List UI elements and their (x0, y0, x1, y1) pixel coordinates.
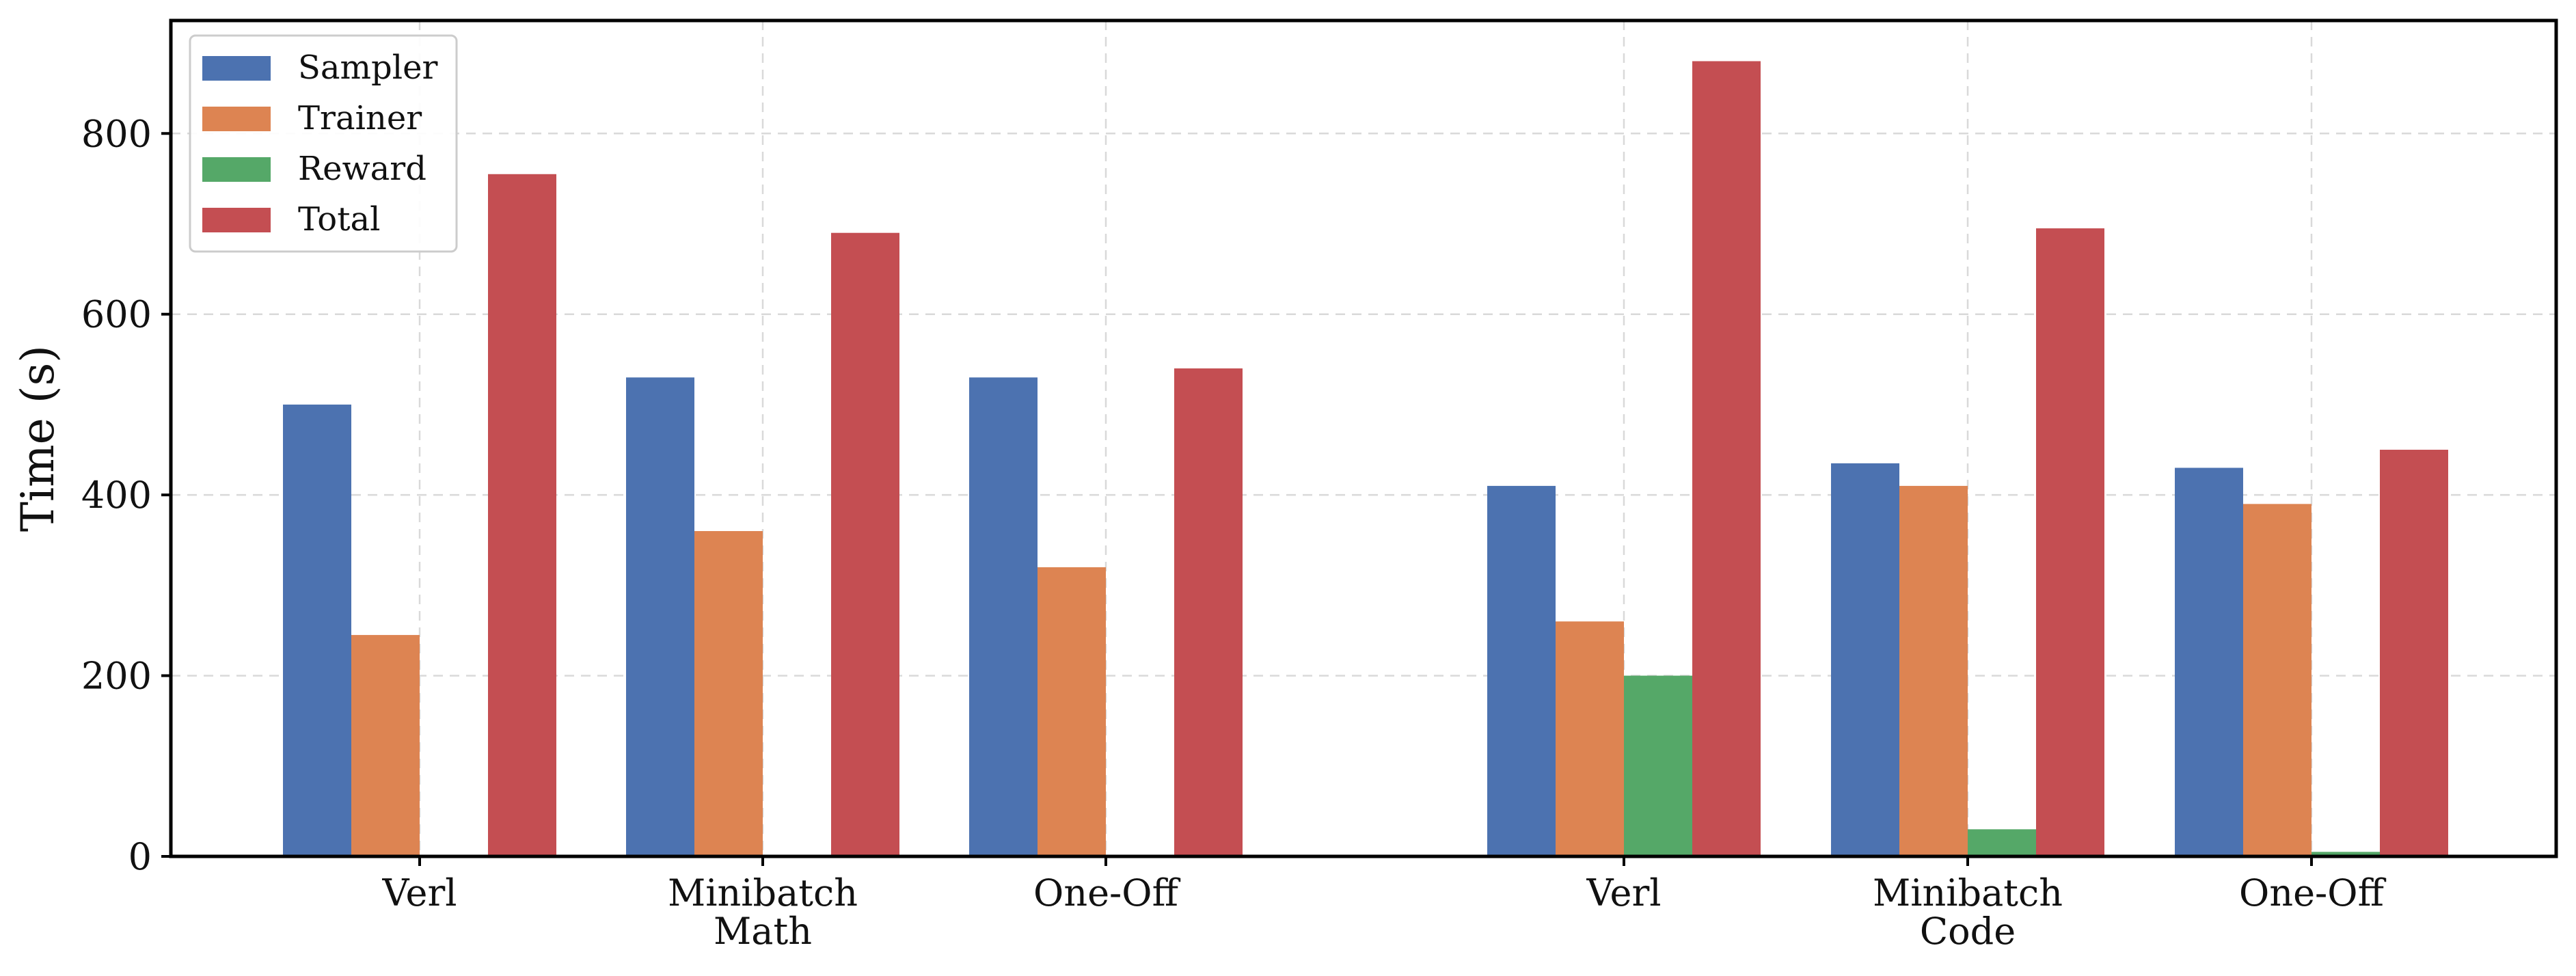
bar-trainer (694, 531, 763, 856)
legend-label: Total (298, 200, 380, 239)
bars (283, 61, 2448, 856)
x-tick-label: Minibatch (1873, 871, 2063, 914)
x-tick-label: Verl (381, 871, 457, 914)
bar-sampler (2175, 467, 2243, 856)
bar-total (2036, 228, 2104, 856)
legend-label: Trainer (298, 99, 422, 137)
bar-total (831, 232, 899, 856)
x-group-label: Code (1920, 910, 2016, 953)
bar-total (1692, 61, 1761, 856)
bar-total (1174, 368, 1243, 856)
bar-sampler (626, 377, 694, 856)
bar-reward (1968, 829, 2036, 856)
y-axis-title: Time (s) (12, 345, 64, 532)
legend: Sampler Trainer Reward Total (189, 34, 458, 253)
bar-sampler (1831, 463, 1899, 856)
bar-total (488, 174, 556, 856)
plot-frame (169, 18, 2558, 858)
x-tick-label: Verl (1586, 871, 1661, 914)
legend-swatch (202, 56, 271, 81)
legend-box (189, 34, 458, 253)
bar-sampler (969, 377, 1038, 856)
bar-total (2380, 450, 2448, 856)
bar-reward (2311, 852, 2380, 856)
x-tick-label: One-Off (1033, 871, 1181, 914)
y-tick-label: 800 (81, 112, 152, 155)
y-tick-label: 400 (81, 474, 152, 517)
bar-trainer (1556, 621, 1624, 856)
y-tick-label: 0 (128, 835, 152, 878)
legend-swatch (202, 107, 271, 131)
x-tick-label: One-Off (2239, 871, 2387, 914)
y-tick-label: 200 (81, 655, 152, 698)
bar-sampler (283, 404, 351, 856)
x-tick-label: Minibatch (668, 871, 858, 914)
bar-trainer (1899, 485, 1968, 856)
legend-label: Sampler (298, 49, 438, 87)
bar-sampler (1487, 485, 1556, 856)
y-tick-label: 600 (81, 293, 152, 336)
axis-ticks: 0 200 400 600 800 Verl Minibatch One-Off Verl Min… (81, 112, 2387, 953)
legend-swatch (202, 208, 271, 232)
bar-reward (1624, 675, 1692, 856)
x-group-label: Math (714, 910, 812, 953)
bar-trainer (1038, 567, 1106, 856)
bar-trainer (351, 635, 420, 856)
legend-label: Reward (298, 150, 426, 188)
bar-trainer (2243, 504, 2311, 856)
legend-swatch (202, 157, 271, 182)
